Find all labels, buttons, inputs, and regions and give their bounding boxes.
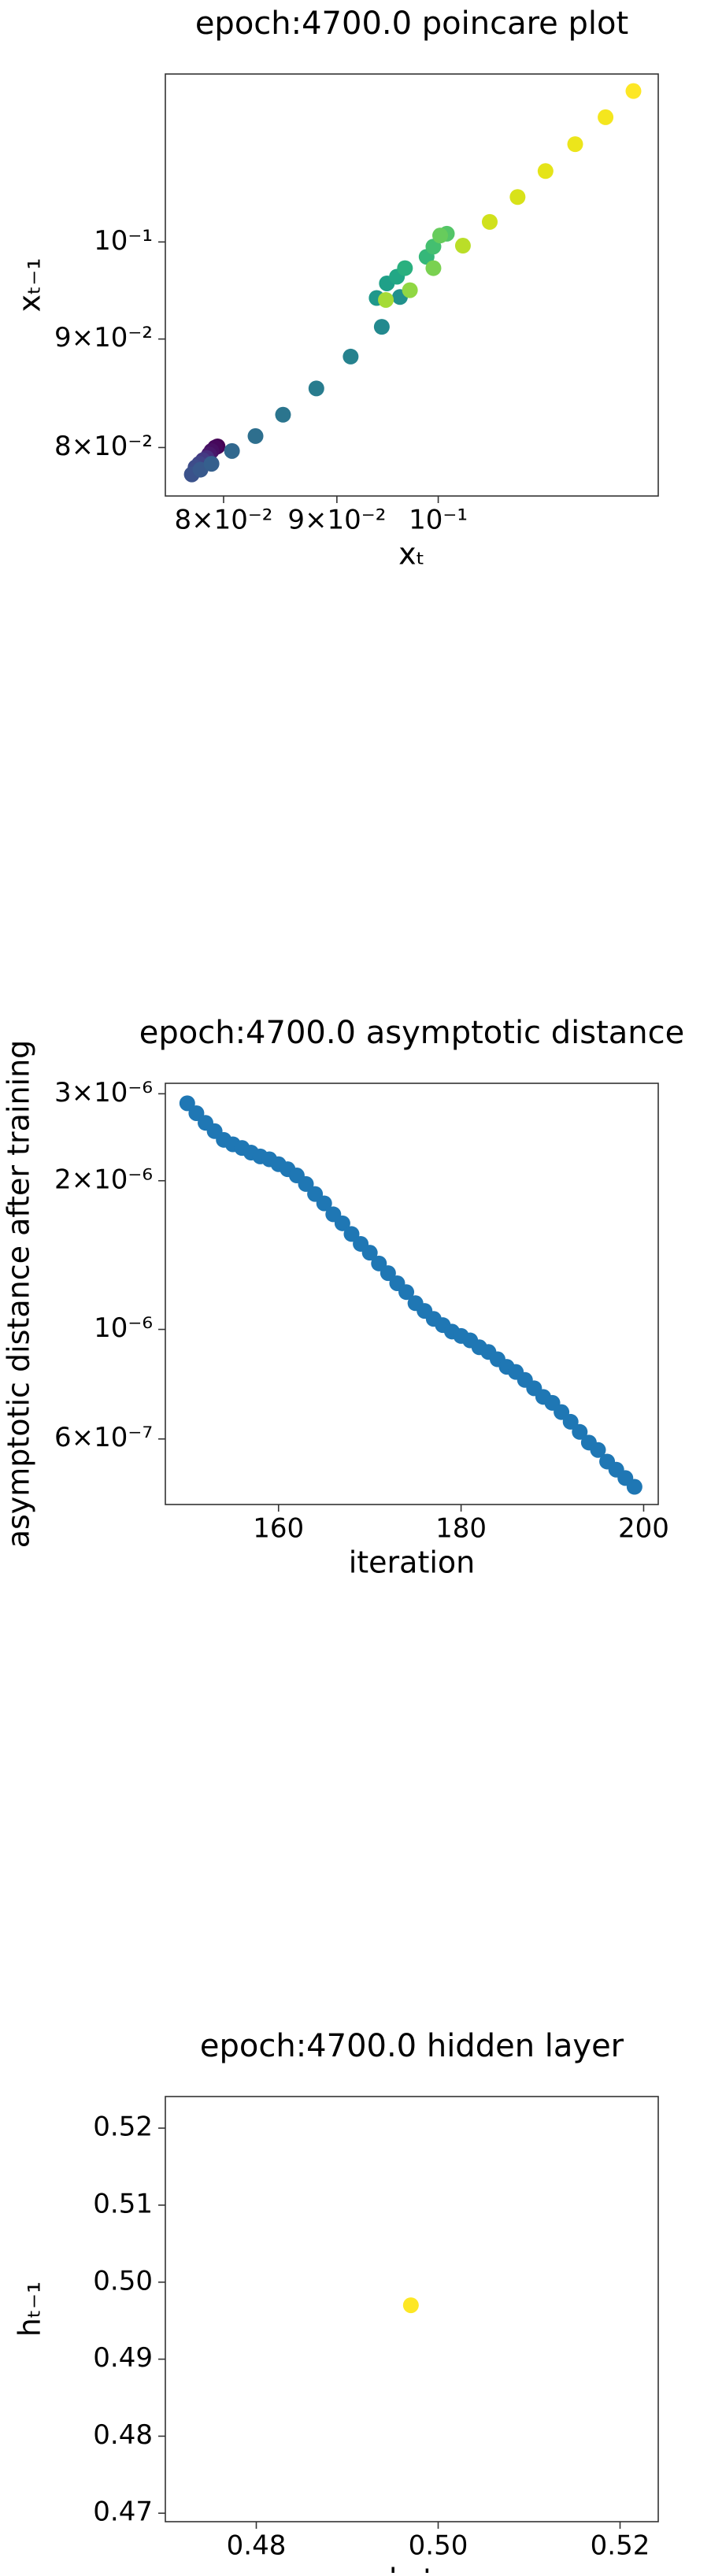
plot-frame <box>165 1083 659 1505</box>
point <box>179 1095 195 1112</box>
point <box>537 163 554 180</box>
y-tick-label: 0.49 <box>93 2342 153 2374</box>
x-tick-label: 0.48 <box>227 2530 287 2562</box>
point <box>625 83 642 99</box>
chart-title: epoch:4700.0 asymptotic distance <box>139 1015 685 1051</box>
x-tick-label: 160 <box>253 1513 304 1545</box>
point <box>432 228 449 244</box>
x-tick-label: 9×10⁻² <box>287 505 386 536</box>
y-tick-label: 9×10⁻² <box>54 322 153 353</box>
x-axis-label: xₜ <box>398 537 425 572</box>
y-axis-label: xₜ₋₁ <box>13 258 47 313</box>
point <box>378 291 394 308</box>
y-tick-label: 0.51 <box>93 2188 153 2219</box>
point <box>402 2297 419 2314</box>
y-axis-label: asymptotic distance after training <box>2 1040 36 1549</box>
y-tick-label: 8×10⁻² <box>54 431 153 462</box>
point <box>590 1442 606 1458</box>
x-tick-label: 0.50 <box>409 2530 468 2562</box>
x-tick-label: 0.52 <box>591 2530 650 2562</box>
point <box>298 1175 314 1192</box>
x-tick-label: 180 <box>435 1513 487 1545</box>
point <box>373 319 390 335</box>
point <box>316 1195 332 1212</box>
plot-frame <box>165 2096 659 2522</box>
point <box>425 260 442 276</box>
y-tick-label: 10⁻¹ <box>94 225 153 257</box>
point <box>308 380 324 397</box>
point <box>361 1245 378 1261</box>
y-tick-label: 0.50 <box>93 2265 153 2297</box>
y-tick-label: 2×10⁻⁶ <box>54 1164 153 1195</box>
point <box>224 442 240 459</box>
y-tick-label: 0.48 <box>93 2419 153 2451</box>
plot-frame <box>165 73 659 497</box>
y-tick-label: 3×10⁻⁶ <box>54 1077 153 1108</box>
point <box>598 109 614 125</box>
y-tick-label: 6×10⁻⁷ <box>54 1422 153 1453</box>
point <box>562 1413 579 1430</box>
point <box>203 456 220 472</box>
point <box>402 282 418 298</box>
x-tick-label: 10⁻¹ <box>409 505 468 536</box>
y-tick-label: 10⁻⁶ <box>94 1312 153 1344</box>
point <box>509 189 526 205</box>
point <box>572 1423 588 1440</box>
chart-title: epoch:4700.0 hidden layer <box>200 2028 624 2064</box>
point <box>275 406 291 423</box>
y-tick-label: 0.52 <box>93 2112 153 2143</box>
chart-title: epoch:4700.0 poincare plot <box>195 6 628 42</box>
y-tick-label: 0.47 <box>93 2496 153 2528</box>
x-tick-label: 200 <box>618 1513 669 1545</box>
y-axis-label: hₜ₋₁ <box>13 2282 47 2337</box>
point <box>454 238 471 254</box>
x-axis-label: h_t <box>389 2563 435 2574</box>
point <box>481 213 498 230</box>
x-axis-label: iteration <box>349 1545 476 1580</box>
point <box>398 1284 415 1301</box>
point <box>334 1215 350 1231</box>
point <box>567 136 583 153</box>
x-tick-label: 8×10⁻² <box>174 505 272 536</box>
point <box>626 1479 642 1495</box>
point <box>247 427 264 444</box>
point <box>380 1265 396 1282</box>
point <box>343 348 359 365</box>
point <box>397 260 413 276</box>
